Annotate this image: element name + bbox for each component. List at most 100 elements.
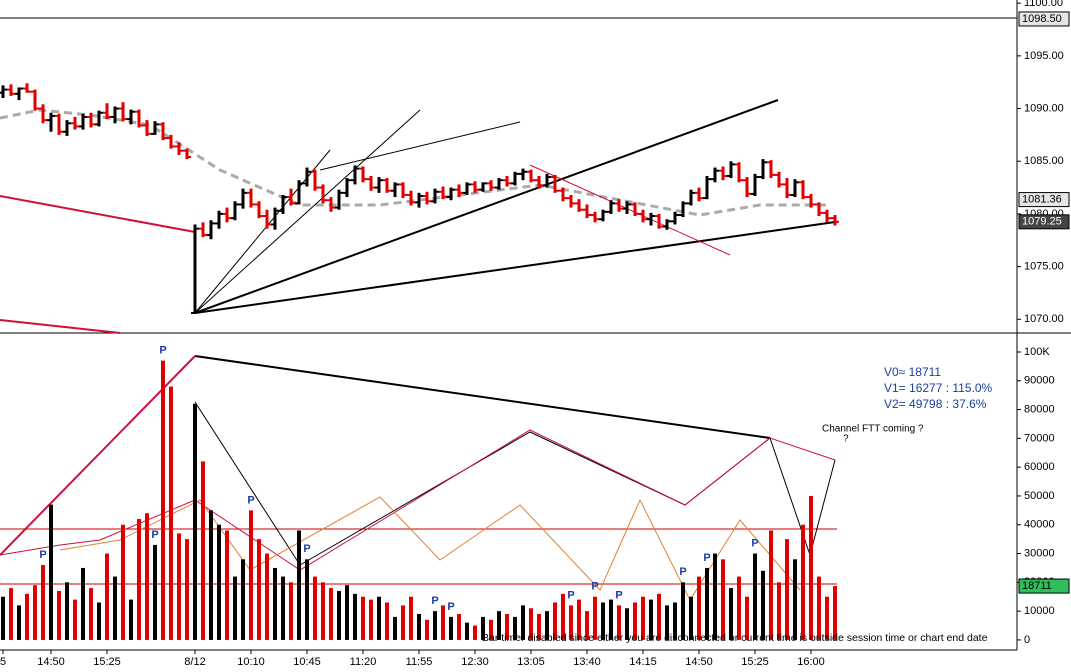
volume-bar: [793, 559, 797, 640]
x-tick-label: 5: [0, 656, 6, 668]
volume-bar: [505, 614, 509, 640]
pivot-marker: P: [679, 566, 686, 578]
x-tick-label: 13:05: [517, 656, 545, 668]
y-tick-label: 30000: [1024, 547, 1055, 559]
volume-bar: [73, 599, 77, 640]
volume-bar: [593, 596, 597, 640]
volume-bar: [473, 625, 477, 640]
volume-bar: [273, 567, 277, 640]
volume-bar: [305, 559, 309, 640]
volume-bar: [401, 605, 405, 640]
annotation: ?: [843, 434, 849, 445]
price-tag: [1018, 11, 1070, 27]
y-tick-label: 50000: [1024, 490, 1055, 502]
volume-bar: [145, 513, 149, 640]
volume-bar: [225, 530, 229, 640]
pivot-marker: P: [247, 494, 254, 506]
volume-bar: [521, 605, 525, 640]
volume-bar: [129, 599, 133, 640]
annotation: V1= 16277 : 115.0%: [884, 381, 993, 395]
volume-bar: [321, 582, 325, 640]
volume-bar: [625, 608, 629, 640]
volume-bar: [585, 611, 589, 640]
x-tick-label: 15:25: [741, 656, 769, 668]
volume-bar: [105, 553, 109, 640]
volume-bar: [217, 524, 221, 640]
volume-bar: [769, 530, 773, 640]
pivot-marker: P: [447, 601, 454, 613]
volume-bar: [345, 585, 349, 640]
volume-bar: [481, 616, 485, 640]
volume-bar: [49, 504, 53, 640]
volume-bar: [561, 593, 565, 640]
price-tag: [1018, 192, 1070, 208]
volume-bar: [153, 544, 157, 640]
volume-bar: [617, 605, 621, 640]
volume-bar: [89, 588, 93, 640]
volume-bar: [529, 608, 533, 640]
y-tick-label: 1085.00: [1024, 155, 1064, 167]
y-tick-label: 0: [1024, 634, 1030, 646]
volume-bar: [801, 524, 805, 640]
volume-bar: [33, 585, 37, 640]
pivot-marker: P: [591, 581, 598, 593]
volume-bar: [633, 602, 637, 640]
y-tick-label: 100K: [1024, 346, 1050, 358]
volume-bar: [265, 553, 269, 640]
volume-bar: [489, 619, 493, 640]
pivot-marker: P: [703, 552, 710, 564]
x-tick-label: 15:25: [93, 656, 121, 668]
pivot-marker: P: [303, 543, 310, 555]
y-tick-label: 1070.00: [1024, 313, 1064, 325]
volume-bar: [761, 570, 765, 640]
x-tick-label: 11:20: [350, 656, 377, 668]
volume-bar: [497, 611, 501, 640]
volume-bar: [665, 605, 669, 640]
volume-bar: [289, 582, 293, 640]
price-tag-label: 1098.50: [1022, 13, 1062, 25]
y-tick-label: 60000: [1024, 461, 1055, 473]
y-tick-label: 10000: [1024, 605, 1055, 617]
x-tick-label: 10:10: [237, 656, 265, 668]
x-tick-label: 11:55: [406, 656, 433, 668]
pivot-marker: P: [567, 589, 574, 601]
volume-bar: [609, 599, 613, 640]
volume-bar: [193, 403, 197, 640]
volume-bar: [657, 593, 661, 640]
volume-bar: [577, 599, 581, 640]
volume-bar: [257, 539, 261, 640]
volume-bar: [753, 553, 757, 640]
x-tick-label: 14:50: [685, 656, 713, 668]
volume-tag-label: 18711: [1022, 580, 1052, 592]
x-tick-label: 13:40: [573, 656, 601, 668]
volume-bar: [641, 596, 645, 640]
pivot-marker: P: [751, 537, 758, 549]
volume-bar: [553, 602, 557, 640]
x-tick-label: 12:30: [461, 656, 489, 668]
volume-bar: [433, 611, 437, 640]
volume-bar: [441, 605, 445, 640]
volume-bar: [649, 599, 653, 640]
volume-bar: [17, 605, 21, 640]
volume-bar: [185, 539, 189, 640]
volume-bar: [57, 590, 61, 640]
volume-bar: [449, 616, 453, 640]
y-tick-label: 1095.00: [1024, 50, 1064, 62]
volume-tag: [1018, 578, 1070, 594]
volume-bar: [705, 567, 709, 640]
y-tick-label: 90000: [1024, 375, 1055, 387]
volume-bar: [241, 559, 245, 640]
volume-bar: [601, 602, 605, 640]
x-tick-label: 14:50: [37, 656, 65, 668]
volume-bar: [425, 619, 429, 640]
volume-bar: [281, 576, 285, 640]
volume-bar: [465, 622, 469, 640]
price-tag-label: 1081.36: [1022, 193, 1062, 205]
volume-bar: [25, 593, 29, 640]
y-tick-label: 40000: [1024, 519, 1055, 531]
volume-bar: [809, 495, 813, 640]
volume-bar: [833, 586, 837, 640]
volume-bar: [233, 576, 237, 640]
volume-bar: [513, 616, 517, 640]
volume-bar: [337, 590, 341, 640]
